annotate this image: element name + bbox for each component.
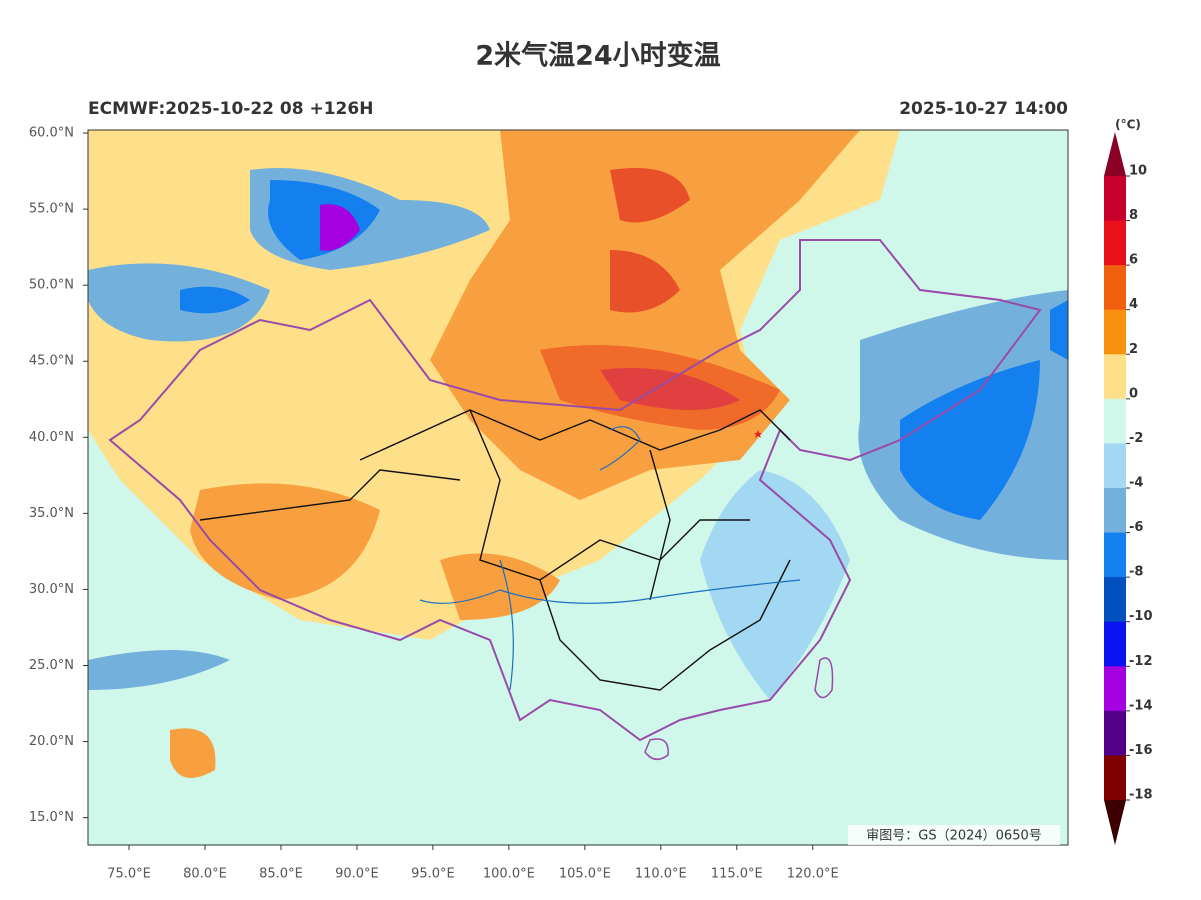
- lat-tick-label: 45.0°N: [29, 354, 74, 369]
- colorbar-label: -2: [1129, 431, 1143, 446]
- colorbar-label: -4: [1129, 476, 1143, 491]
- approval-box: [848, 825, 1060, 845]
- colorbar-segment: [1104, 488, 1126, 534]
- lon-tick-label: 120.0°E: [787, 867, 839, 882]
- lat-tick-label: 60.0°N: [29, 126, 74, 141]
- colorbar-label: 6: [1129, 253, 1138, 268]
- colorbar-segment: [1104, 443, 1126, 489]
- colorbar-segment: [1104, 176, 1126, 222]
- colorbar-label: 0: [1129, 386, 1138, 401]
- colorbar-segment: [1104, 398, 1126, 444]
- colorbar-segment: [1104, 621, 1126, 667]
- map-frame: [87, 129, 1069, 846]
- colorbar-label: 8: [1129, 208, 1138, 223]
- colorbar-label: 4: [1129, 297, 1138, 312]
- colorbar-segment: [1104, 220, 1126, 266]
- colorbar-label: -10: [1129, 609, 1153, 624]
- lon-tick-label: 80.0°E: [183, 867, 227, 882]
- lat-tick-label: 15.0°N: [29, 810, 74, 825]
- lon-tick-label: 105.0°E: [559, 867, 611, 882]
- lon-tick-label: 75.0°E: [107, 867, 151, 882]
- map-field: [88, 130, 1068, 845]
- colorbar-label: 10: [1129, 164, 1147, 179]
- lat-tick-label: 55.0°N: [29, 202, 74, 217]
- approval-number: 审图号：GS（2024）0650号: [866, 829, 1042, 844]
- colorbar-segment: [1104, 354, 1126, 400]
- lat-tick-label: 50.0°N: [29, 278, 74, 293]
- colorbar-label: -6: [1129, 520, 1143, 535]
- model-label: ECMWF:2025-10-22 08 +126H: [88, 99, 373, 119]
- lat-tick-label: 35.0°N: [29, 506, 74, 521]
- lon-tick-label: 85.0°E: [259, 867, 303, 882]
- title: 2米气温24小时变温: [475, 40, 720, 72]
- valid-time: 2025-10-27 14:00: [899, 99, 1068, 119]
- lat-tick-label: 40.0°N: [29, 430, 74, 445]
- colorbar-segment: [1104, 577, 1126, 623]
- lon-tick-label: 110.0°E: [635, 867, 687, 882]
- colorbar-label: -16: [1129, 743, 1153, 758]
- colorbar-unit: (°C): [1115, 118, 1141, 132]
- lat-tick-label: 30.0°N: [29, 582, 74, 597]
- colorbar-segment: [1104, 532, 1126, 578]
- lon-tick-label: 90.0°E: [335, 867, 379, 882]
- colorbar-segment: [1104, 265, 1126, 311]
- lon-tick-label: 100.0°E: [483, 867, 535, 882]
- lat-tick-label: 20.0°N: [29, 734, 74, 749]
- lon-tick-label: 95.0°E: [411, 867, 455, 882]
- lat-tick-label: 25.0°N: [29, 658, 74, 673]
- colorbar-label: 2: [1129, 342, 1138, 357]
- colorbar-segment: [1104, 666, 1126, 712]
- colorbar-label: -12: [1129, 654, 1153, 669]
- colorbar-segment: [1104, 309, 1126, 355]
- lon-tick-label: 115.0°E: [711, 867, 763, 882]
- colorbar-label: -18: [1129, 788, 1153, 803]
- colorbar-extend-bottom: [1104, 800, 1126, 845]
- colorbar-segment: [1104, 755, 1126, 801]
- colorbar-label: -14: [1129, 698, 1153, 713]
- colorbar-extend-top: [1104, 132, 1126, 176]
- colorbar-segment: [1104, 710, 1126, 756]
- colorbar-label: -8: [1129, 565, 1143, 580]
